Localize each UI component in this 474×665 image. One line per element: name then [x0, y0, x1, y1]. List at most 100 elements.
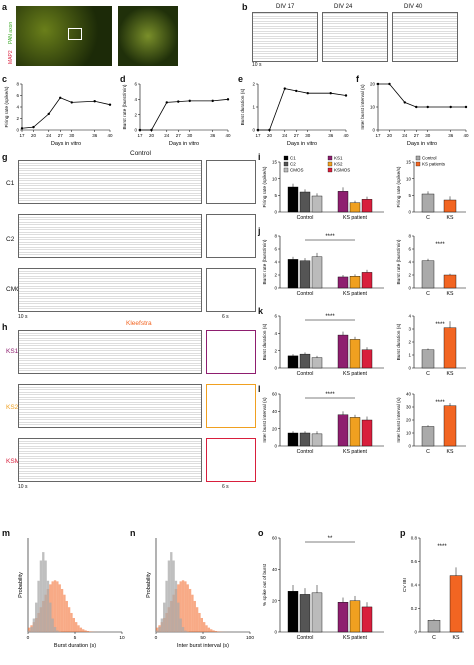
g-cond-cmos: CMOS	[6, 286, 26, 293]
p-ytick-label-3: 0.6	[411, 559, 418, 564]
e-point-1	[268, 128, 271, 132]
raster-div40	[392, 12, 458, 62]
panel-letter-d: d	[120, 74, 126, 84]
i-group-label-0: Control	[297, 215, 314, 221]
m-hist-ks-8	[46, 588, 50, 632]
m-hist-ks-18	[70, 612, 73, 632]
o-ytick-label-2: 40	[272, 567, 278, 572]
e-point-6	[344, 94, 348, 97]
g-scale-left: 10 s	[18, 314, 28, 320]
l2-cat-label-0: C	[426, 449, 430, 455]
n-hist-c-7	[172, 560, 175, 632]
f-xlabel: Days in vitro	[407, 141, 437, 147]
e-ytick-label-2: 2	[252, 82, 255, 87]
raster-c1	[18, 160, 202, 204]
j2-cat-label-1: KS	[447, 291, 454, 297]
c-xtick-label-5: 36	[92, 133, 98, 138]
i-legend-label-4: KS2	[334, 162, 343, 167]
n-hist-ks-25	[214, 631, 218, 632]
f-xtick-label-0: 17	[375, 133, 381, 138]
l-bar-0	[287, 432, 299, 447]
n-hist-c-1	[158, 627, 161, 632]
p-bar-1	[449, 575, 463, 633]
k2-bar-1	[443, 327, 457, 369]
raster-ks2	[18, 384, 202, 428]
m-hist-c-9	[49, 602, 52, 632]
f-point-5	[449, 105, 452, 109]
k2-cat-label-1: KS	[447, 371, 454, 377]
i-legend-label-5: KSMOS	[334, 168, 350, 173]
n-ylabel: Probability	[146, 572, 152, 598]
trace-ksmos	[206, 438, 256, 482]
i-legend-swatch-2	[283, 167, 289, 173]
m-hist-ks-11	[53, 580, 57, 632]
k-ylabel: Burst duration (s)	[262, 323, 268, 360]
j2-ytick-label-2: 4	[408, 260, 411, 265]
m-hist-ks-16	[65, 600, 68, 632]
e-xtick-label-6: 40	[343, 133, 349, 138]
panel-letter-f: f	[356, 74, 359, 84]
m-hist-ks-21	[77, 625, 80, 632]
d-ytick-label-0: 0	[134, 128, 137, 133]
c-ytick-label-2: 4	[16, 105, 19, 110]
n-hist-c-6	[170, 552, 173, 632]
o-ytick-label-1: 20	[272, 598, 278, 603]
o-ylabel: % spike out of burst	[262, 563, 268, 606]
h-cond-ks1: KS1	[6, 348, 19, 355]
d-point-3	[177, 100, 180, 103]
n-hist-ks-21	[205, 625, 208, 632]
n-hist-ks-11	[181, 580, 185, 632]
n-hist-ks-9	[177, 584, 180, 632]
e-ylabel: Burst duration (s)	[240, 88, 246, 125]
l2-sig-label: ****	[435, 400, 445, 406]
e-point-5	[329, 92, 332, 95]
p-ytick-label-0: 0	[414, 630, 417, 635]
f-xtick-label-2: 24	[402, 133, 408, 138]
k2-ytick-label-1: 1	[408, 353, 411, 358]
c-point-6	[108, 103, 112, 106]
i2-ylabel: Firing rate (spike/s)	[396, 166, 402, 207]
m-hist-ks-25	[86, 631, 90, 632]
k2-ytick-label-0: 0	[408, 366, 411, 371]
o-sig-label: **	[328, 536, 333, 542]
n-hist-ks-13	[186, 584, 189, 632]
m-hist-ks-24	[84, 630, 87, 632]
raster-ks1	[18, 330, 202, 374]
c-point-5	[93, 100, 96, 103]
m-hist-c-6	[42, 552, 45, 632]
m-xtick-label-2: 10	[119, 635, 125, 641]
n-hist-ks-4	[165, 612, 168, 632]
j-bar-1	[299, 260, 311, 289]
raster-div24	[322, 12, 388, 62]
panel-letter-i: i	[258, 152, 261, 162]
e-point-3	[295, 89, 298, 93]
i2-ytick-label-2: 10	[406, 176, 412, 181]
j-bar-4	[349, 276, 361, 289]
l2-bar-0	[421, 426, 435, 447]
f-xtick-label-5: 36	[448, 133, 454, 138]
i-ytick-label-2: 10	[272, 176, 278, 181]
i2-legend-swatch-1	[415, 161, 421, 167]
l-ytick-label-1: 20	[272, 426, 278, 431]
m-hist-ks-15	[63, 594, 66, 632]
f-series-line	[378, 83, 466, 108]
p-ylabel: CV IBI	[402, 578, 408, 592]
i-legend-swatch-1	[283, 161, 289, 167]
j-ylabel: Burst rate (burst/min)	[262, 239, 268, 284]
j2-bar-0	[421, 260, 435, 289]
d-ytick-label-1: 2	[134, 112, 137, 117]
k-bar-5	[361, 349, 373, 369]
i2-ytick-label-1: 5	[408, 193, 411, 198]
l-group-label-1: KS patient	[343, 449, 367, 455]
n-hist-ks-16	[193, 600, 196, 632]
m-hist-ks-7	[44, 594, 47, 632]
raster-ksmos	[18, 438, 202, 482]
j2-ytick-label-0: 0	[408, 286, 411, 291]
i-bar-1	[299, 191, 311, 213]
e-xtick-label-0: 17	[255, 133, 261, 138]
e-ytick-label-1: 1	[252, 105, 255, 110]
c-xtick-label-4: 30	[69, 133, 75, 138]
o-bar-2	[311, 592, 323, 633]
i-legend-swatch-3	[327, 155, 333, 161]
o-bar-5	[361, 606, 373, 633]
